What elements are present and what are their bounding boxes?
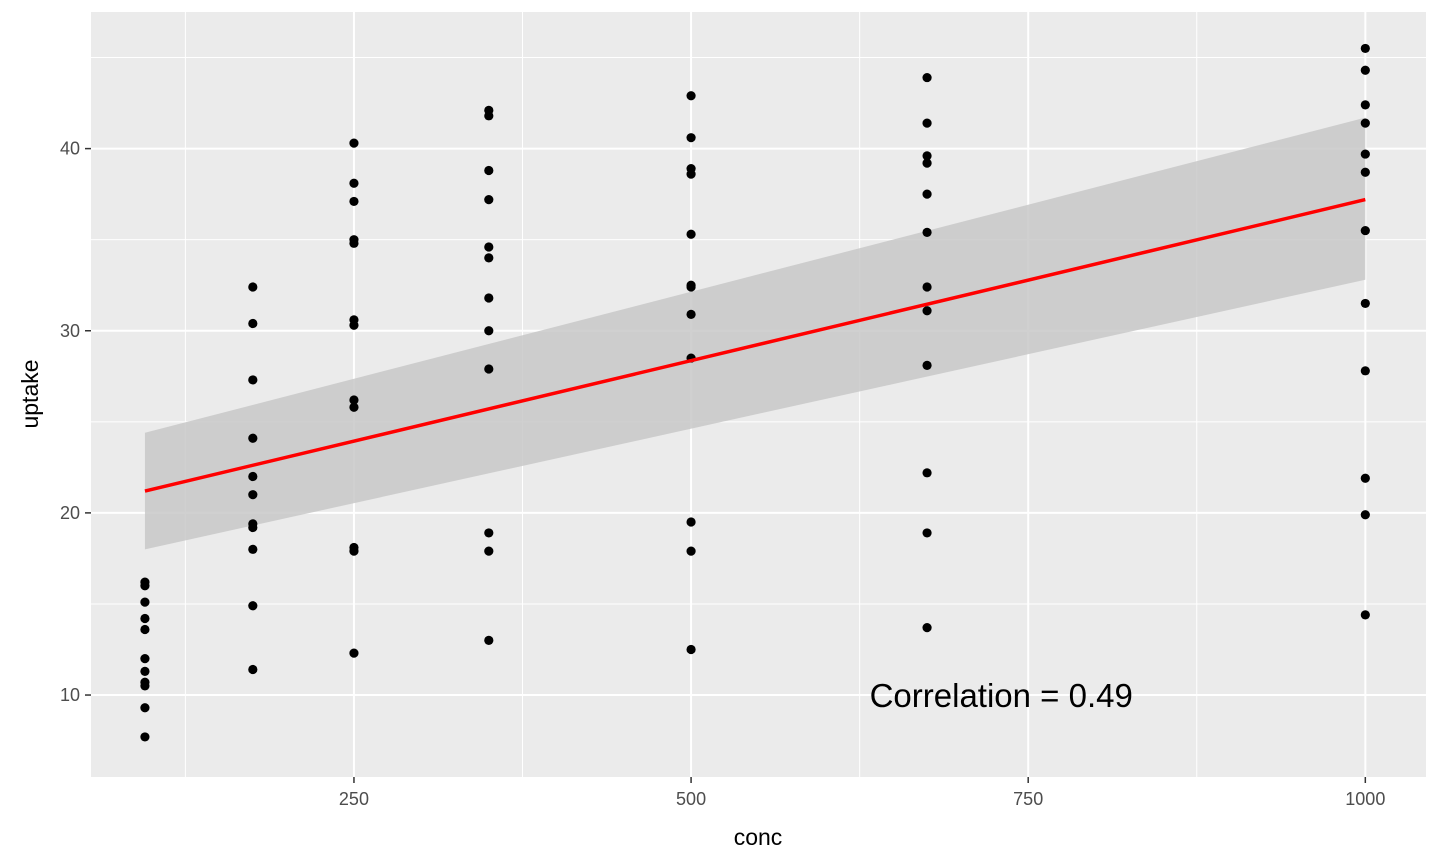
- data-point: [248, 375, 258, 385]
- data-point: [922, 282, 932, 292]
- data-point: [484, 165, 494, 176]
- data-point: [349, 320, 359, 330]
- y-tick-label: 40: [60, 139, 80, 159]
- data-point: [686, 91, 696, 101]
- x-axis-ticks: 250 500 750 1000: [339, 777, 1385, 809]
- data-point: [686, 229, 696, 239]
- y-tick-label: 20: [60, 503, 80, 523]
- x-tick-label: 500: [676, 789, 706, 809]
- data-point: [1360, 510, 1370, 520]
- data-point: [922, 189, 932, 199]
- x-tick-label: 250: [339, 789, 369, 809]
- data-point: [484, 635, 494, 645]
- data-point: [349, 138, 359, 148]
- data-point: [1360, 65, 1370, 75]
- data-point: [484, 293, 494, 303]
- data-point: [140, 613, 150, 624]
- data-point: [484, 364, 494, 374]
- data-point: [1360, 610, 1370, 620]
- data-point: [922, 118, 932, 128]
- data-point: [1360, 225, 1370, 236]
- data-point: [248, 471, 258, 482]
- data-point: [686, 133, 696, 143]
- data-point: [922, 151, 932, 161]
- data-point: [349, 402, 359, 412]
- data-point: [349, 546, 359, 556]
- data-points: [140, 43, 1370, 742]
- data-point: [922, 360, 932, 370]
- data-point: [686, 282, 696, 292]
- data-point: [686, 309, 696, 319]
- data-point: [349, 238, 359, 248]
- data-point: [140, 666, 150, 676]
- data-point: [140, 703, 150, 713]
- data-point: [248, 490, 258, 500]
- data-point: [248, 544, 258, 554]
- data-point: [686, 169, 696, 179]
- data-point: [686, 644, 696, 655]
- data-point: [248, 522, 258, 533]
- data-point: [1360, 473, 1370, 483]
- x-tick-label: 750: [1013, 789, 1043, 809]
- data-point: [1360, 118, 1370, 128]
- x-tick-label: 1000: [1345, 789, 1385, 809]
- data-point: [1360, 298, 1370, 309]
- data-point: [1360, 167, 1370, 177]
- y-tick-label: 10: [60, 685, 80, 705]
- data-point: [349, 196, 359, 207]
- data-point: [484, 546, 494, 556]
- data-point: [922, 227, 932, 237]
- data-point: [484, 253, 494, 263]
- fit-line: [144, 197, 1366, 493]
- y-tick-label: 30: [60, 321, 80, 341]
- y-axis-title: uptake: [17, 359, 43, 428]
- x-axis-title: conc: [734, 824, 783, 850]
- data-point: [484, 111, 494, 121]
- data-point: [484, 242, 494, 252]
- data-point: [922, 158, 932, 168]
- data-point: [140, 581, 150, 591]
- data-point: [248, 318, 258, 329]
- data-point: [1360, 100, 1370, 110]
- data-point: [484, 326, 494, 336]
- data-point: [248, 433, 258, 443]
- data-point: [248, 282, 258, 292]
- data-point: [349, 395, 359, 405]
- y-axis-ticks: 10 20 30 40: [60, 139, 91, 705]
- confidence-band-layer: [144, 117, 1366, 550]
- fit-line-layer: [144, 197, 1366, 493]
- data-point: [248, 664, 258, 675]
- confidence-band: [144, 117, 1366, 550]
- data-point: [140, 732, 150, 742]
- data-point: [140, 597, 150, 607]
- data-point: [922, 306, 932, 316]
- data-point: [484, 528, 494, 538]
- data-point: [922, 623, 932, 633]
- data-point: [1360, 366, 1370, 376]
- data-point: [922, 468, 932, 478]
- data-point: [140, 654, 150, 664]
- data-point: [686, 546, 696, 556]
- data-point: [922, 72, 932, 83]
- data-point: [1360, 43, 1370, 54]
- data-point: [140, 681, 150, 691]
- data-point: [922, 528, 932, 538]
- data-point: [349, 178, 359, 188]
- data-point: [1360, 149, 1370, 159]
- data-point: [248, 601, 258, 611]
- data-point: [686, 517, 696, 527]
- data-point: [484, 195, 494, 205]
- data-point: [349, 648, 359, 658]
- correlation-annotation: Correlation = 0.49: [870, 677, 1133, 714]
- data-point: [140, 624, 150, 635]
